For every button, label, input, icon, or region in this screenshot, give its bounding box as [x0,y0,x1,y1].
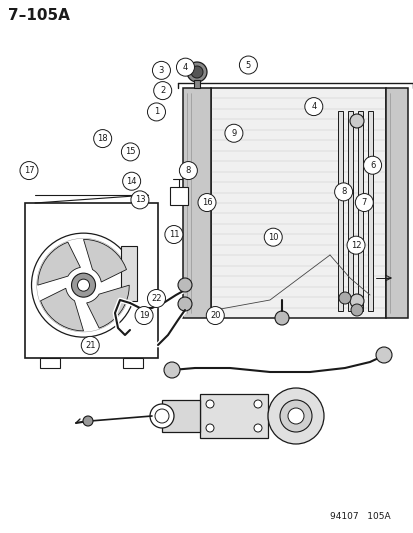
Circle shape [147,103,165,121]
Bar [183,88,211,318]
Circle shape [254,400,261,408]
Circle shape [83,416,93,426]
Circle shape [150,404,173,428]
Circle shape [81,336,99,354]
Text: 3: 3 [159,66,164,75]
Text: 20: 20 [209,311,220,320]
Text: 6: 6 [369,161,374,169]
Circle shape [334,183,352,201]
Circle shape [131,191,149,209]
Polygon shape [83,239,126,282]
Bar [367,111,372,311]
Circle shape [206,424,214,432]
Polygon shape [38,242,80,285]
Text: 1: 1 [154,108,159,116]
Bar [337,111,342,311]
Polygon shape [86,285,129,328]
Bar [121,246,136,301]
Circle shape [178,297,192,311]
Circle shape [147,289,165,308]
Text: 21: 21 [85,341,95,350]
Circle shape [263,228,282,246]
Circle shape [121,143,139,161]
Bar [357,111,362,311]
Bar [385,88,407,318]
Circle shape [274,311,288,325]
Text: 7: 7 [361,198,366,207]
Circle shape [375,347,391,363]
Circle shape [349,114,363,128]
Text: 10: 10 [267,233,278,241]
Circle shape [354,193,373,212]
Text: 8: 8 [340,188,345,196]
Text: 2: 2 [160,86,165,95]
Circle shape [190,66,202,78]
Circle shape [31,233,135,337]
Text: 14: 14 [126,177,137,185]
Circle shape [279,400,311,432]
Text: 5: 5 [245,61,250,69]
Circle shape [254,424,261,432]
Text: 11: 11 [168,230,179,239]
Bar [123,358,142,368]
Circle shape [206,306,224,325]
Text: 4: 4 [311,102,316,111]
Circle shape [37,238,130,332]
Circle shape [346,236,364,254]
Circle shape [93,130,112,148]
Bar [199,394,267,438]
Circle shape [179,161,197,180]
Circle shape [338,292,350,304]
Circle shape [154,409,169,423]
Circle shape [287,408,303,424]
Text: 18: 18 [97,134,108,143]
Circle shape [152,61,170,79]
Circle shape [267,388,323,444]
Circle shape [206,400,214,408]
Bar [25,203,158,358]
Circle shape [197,193,216,212]
Circle shape [135,306,153,325]
Circle shape [224,124,242,142]
Bar [170,187,188,205]
Text: 17: 17 [24,166,34,175]
Circle shape [363,156,381,174]
Text: 8: 8 [185,166,190,175]
Circle shape [349,294,363,308]
Text: 13: 13 [134,196,145,204]
Circle shape [71,273,95,297]
Text: 4: 4 [183,63,188,71]
Circle shape [176,58,194,76]
Text: 16: 16 [201,198,212,207]
Text: 94107   105A: 94107 105A [329,512,389,521]
Polygon shape [40,288,83,331]
Text: 9: 9 [231,129,236,138]
Circle shape [153,82,171,100]
Bar [40,358,60,368]
Text: 7–105A: 7–105A [8,8,70,23]
Bar [161,400,199,432]
Bar [347,111,352,311]
Text: 22: 22 [151,294,161,303]
Text: 12: 12 [350,241,361,249]
Circle shape [164,362,180,378]
Circle shape [187,62,206,82]
Bar [194,80,199,88]
Circle shape [239,56,257,74]
Circle shape [304,98,322,116]
Circle shape [164,225,183,244]
Circle shape [350,304,362,316]
Circle shape [122,172,140,190]
Bar [211,88,385,318]
Text: 15: 15 [125,148,135,156]
Circle shape [20,161,38,180]
Circle shape [178,278,192,292]
Circle shape [77,279,89,291]
Text: 19: 19 [138,311,149,320]
